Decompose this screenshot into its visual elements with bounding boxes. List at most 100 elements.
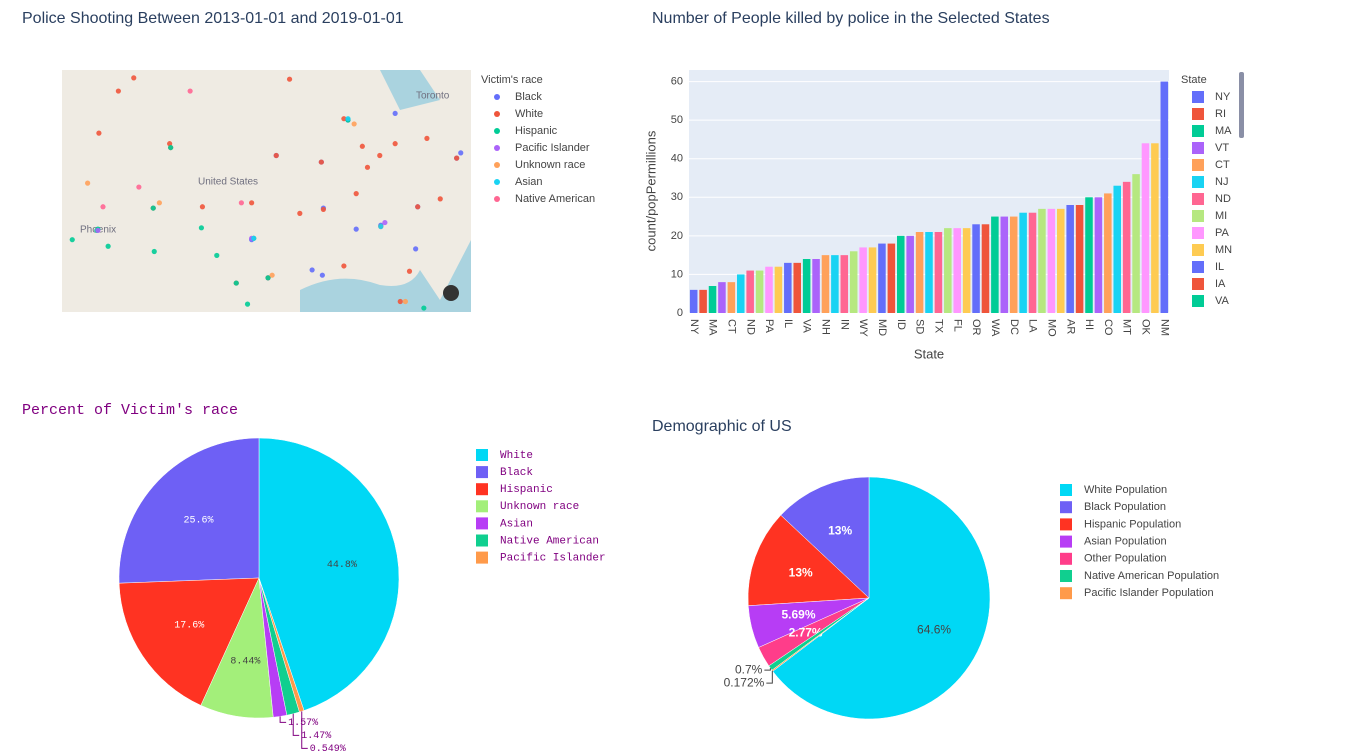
legend-label: Hispanic Population bbox=[1084, 518, 1181, 530]
map-point bbox=[364, 164, 371, 170]
bar bbox=[718, 282, 726, 313]
map-point bbox=[437, 196, 443, 202]
legend-label: Black Population bbox=[1084, 501, 1166, 513]
legend-label: White Population bbox=[1084, 484, 1167, 496]
legend-label: MN bbox=[1215, 244, 1232, 256]
y-tick-label: 60 bbox=[671, 75, 683, 87]
pie-slice bbox=[118, 437, 260, 584]
bar bbox=[1104, 193, 1112, 313]
pie-slice bbox=[772, 476, 991, 720]
legend-label: Unknown race bbox=[515, 159, 585, 171]
pie-slice bbox=[118, 577, 260, 706]
map-point bbox=[319, 272, 325, 278]
legend-label: Asian Population bbox=[1084, 536, 1167, 548]
y-tick-label: 0 bbox=[677, 307, 683, 319]
bar bbox=[1028, 212, 1037, 313]
x-tick-label: WY bbox=[857, 319, 869, 337]
map-point bbox=[320, 206, 326, 213]
leader-line bbox=[279, 716, 287, 723]
map-point bbox=[198, 225, 205, 231]
legend-scrollbar[interactable] bbox=[1239, 72, 1244, 138]
leader-line bbox=[301, 711, 308, 749]
y-tick-label: 30 bbox=[671, 191, 683, 203]
bar bbox=[689, 289, 698, 313]
x-tick-label: PA bbox=[763, 319, 775, 334]
pie-slice bbox=[258, 437, 400, 711]
bar bbox=[784, 262, 792, 313]
legend-label: MA bbox=[1215, 125, 1232, 137]
x-tick-label: MD bbox=[876, 319, 888, 336]
legend-swatch bbox=[1192, 244, 1204, 256]
legend-marker bbox=[494, 179, 500, 185]
map-point bbox=[377, 152, 383, 159]
bar bbox=[1160, 81, 1169, 313]
map-point bbox=[85, 180, 91, 186]
x-axis-title: State bbox=[914, 346, 944, 361]
legend-swatch bbox=[1192, 159, 1204, 171]
bar bbox=[1122, 181, 1131, 313]
map-base bbox=[62, 70, 471, 312]
legend-swatch bbox=[476, 551, 488, 564]
bar bbox=[1085, 197, 1093, 313]
slice-label: 1.57% bbox=[288, 718, 318, 729]
legend-swatch bbox=[1192, 108, 1204, 120]
map-point bbox=[353, 191, 359, 197]
slice-label: 0.549% bbox=[310, 744, 346, 752]
legend-label: RI bbox=[1215, 108, 1226, 120]
bar bbox=[1057, 208, 1065, 313]
map-point bbox=[413, 246, 419, 252]
legend-swatch bbox=[476, 466, 488, 479]
bar bbox=[708, 286, 717, 313]
legend-label: ND bbox=[1215, 193, 1231, 205]
map-point bbox=[249, 200, 255, 206]
legend-title: Victim's race bbox=[481, 74, 543, 86]
legend-label: PA bbox=[1215, 227, 1230, 239]
legend-label: Pacific Islander bbox=[500, 553, 606, 565]
legend-label: Black bbox=[515, 91, 542, 103]
legend-swatch bbox=[476, 500, 488, 513]
legend-label: CT bbox=[1215, 159, 1230, 171]
x-tick-label: IN bbox=[838, 319, 850, 330]
legend-swatch bbox=[476, 517, 488, 530]
bar bbox=[962, 228, 971, 313]
map-point bbox=[406, 268, 413, 274]
legend-swatch bbox=[1060, 535, 1072, 548]
leader-line bbox=[766, 670, 773, 684]
legend-swatch bbox=[1060, 501, 1072, 514]
bar bbox=[925, 232, 933, 313]
x-tick-label: NH bbox=[820, 319, 832, 335]
legend-swatch bbox=[1060, 570, 1072, 582]
chart-title: Percent of Victim's race bbox=[22, 402, 238, 419]
map-place-label: Toronto bbox=[416, 91, 450, 102]
legend-swatch bbox=[1192, 142, 1204, 154]
y-tick-label: 20 bbox=[671, 230, 683, 242]
slice-label: 8.44% bbox=[230, 657, 260, 668]
legend-label: VA bbox=[1215, 295, 1230, 307]
map-point bbox=[199, 204, 206, 210]
bar bbox=[1047, 208, 1056, 313]
legend-label: Asian bbox=[500, 518, 533, 530]
pie-slice bbox=[780, 476, 870, 599]
legend-label: MI bbox=[1215, 210, 1227, 222]
pie-chart: Demographic of US 64.6% White Population 13… bbox=[652, 418, 1219, 720]
bar bbox=[765, 266, 773, 313]
bar bbox=[840, 255, 849, 313]
bar bbox=[1019, 212, 1027, 313]
slice-label: 0.172% bbox=[724, 675, 765, 689]
legend-label: IL bbox=[1215, 261, 1224, 273]
bar bbox=[1038, 208, 1046, 313]
map-point bbox=[168, 144, 174, 151]
map-info-icon[interactable] bbox=[443, 285, 459, 301]
legend-label: NJ bbox=[1215, 176, 1228, 188]
legend-label: Asian bbox=[515, 176, 543, 188]
leader-line bbox=[764, 668, 771, 671]
bar bbox=[812, 259, 820, 313]
bar bbox=[897, 235, 905, 313]
legend-label: Unknown race bbox=[500, 501, 579, 513]
map-point bbox=[424, 135, 430, 141]
bar bbox=[755, 270, 764, 313]
slice-label: 13% bbox=[789, 566, 813, 580]
map-point bbox=[251, 235, 257, 241]
map-point bbox=[359, 143, 365, 149]
bar bbox=[991, 216, 999, 313]
